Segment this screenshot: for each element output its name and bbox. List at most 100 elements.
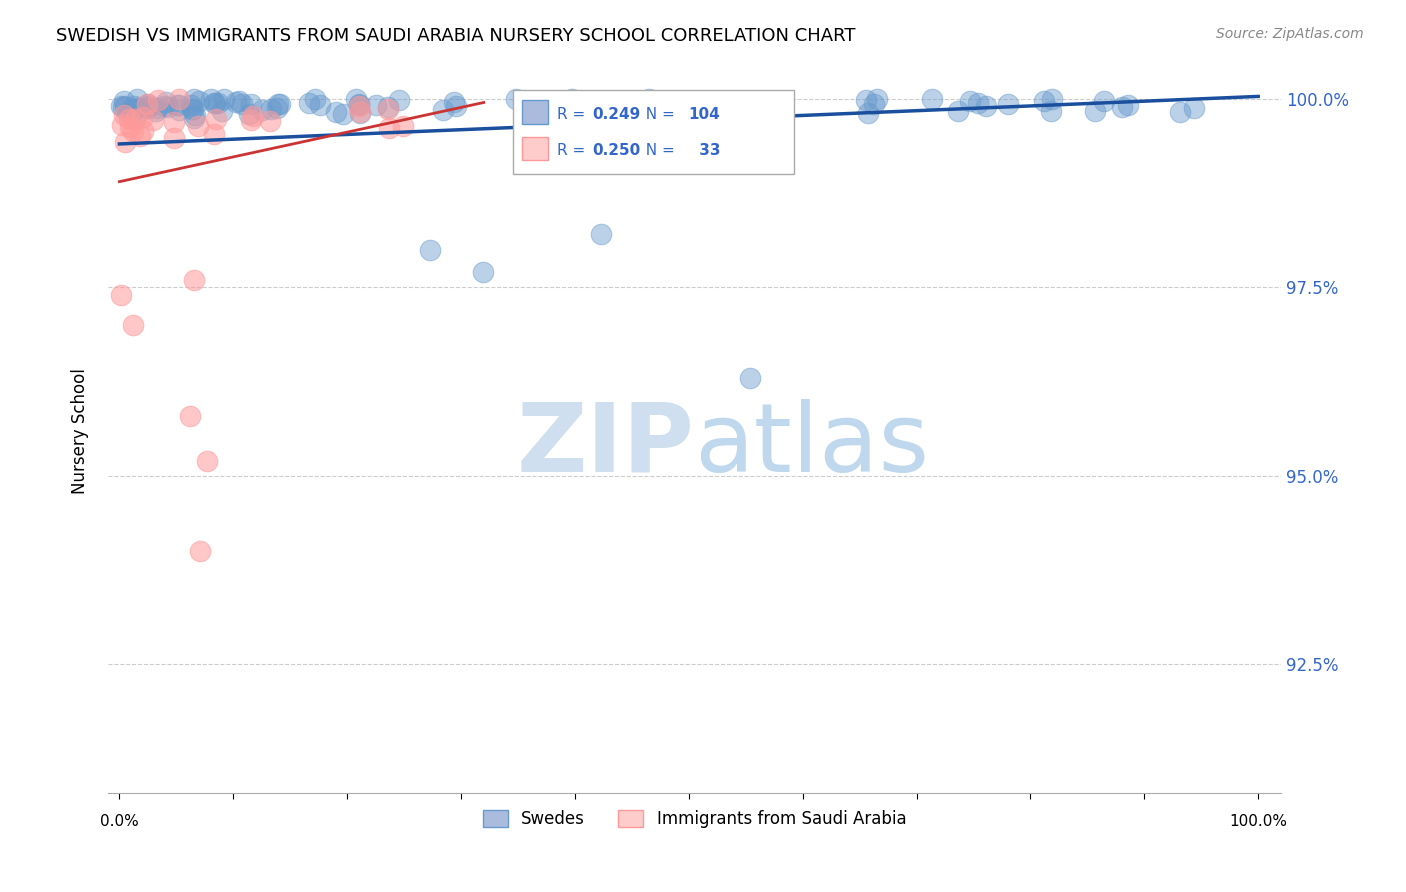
Point (179, 409, 201, 423)
Point (142, 113, 165, 128)
Point (110, 288, 132, 302)
Point (866, 92, 889, 106)
Point (527, 97, 550, 112)
Point (583, 98, 606, 112)
Point (202, 128, 225, 142)
Point (624, 96, 647, 111)
Point (214, 92, 236, 106)
Point (188, 95, 211, 109)
Point (364, 98, 387, 112)
Point (432, 103, 454, 117)
Point (267, 97, 290, 112)
Point (298, 95, 321, 110)
Point (124, 112, 146, 126)
Text: ZIP: ZIP (516, 399, 695, 491)
Point (332, 106, 354, 120)
Point (692, 101, 714, 115)
Point (162, 115, 184, 129)
Point (349, 97, 371, 112)
Bar (522, 101, 548, 124)
Point (138, 99, 160, 113)
Point (114, 99, 136, 113)
Point (714, 104, 737, 119)
Text: 100.0%: 100.0% (1229, 814, 1286, 829)
Point (269, 97, 291, 112)
Point (112, 100, 135, 114)
Point (745, 104, 768, 119)
Point (309, 97, 332, 112)
Point (562, 99, 585, 113)
Point (349, 106, 371, 120)
Point (1168, 105, 1191, 120)
Point (183, 273, 205, 287)
Point (946, 103, 969, 118)
Point (166, 98, 188, 112)
Point (921, 92, 943, 106)
Point (129, 128, 152, 143)
Point (259, 114, 281, 128)
Point (647, 105, 669, 120)
Point (195, 454, 218, 468)
Point (976, 99, 998, 113)
Point (124, 102, 146, 116)
Point (118, 112, 141, 127)
Point (671, 97, 693, 112)
Point (1084, 104, 1107, 119)
Point (111, 118, 134, 132)
Point (136, 97, 159, 112)
Point (347, 99, 370, 113)
Point (124, 108, 146, 122)
Point (211, 103, 233, 118)
Point (576, 107, 599, 121)
Point (740, 371, 762, 385)
Point (377, 121, 399, 136)
Legend: Swedes, Immigrants from Saudi Arabia: Swedes, Immigrants from Saudi Arabia (477, 804, 912, 835)
Point (131, 110, 153, 124)
Point (112, 108, 135, 122)
Point (181, 103, 204, 117)
Point (377, 103, 399, 117)
Point (153, 99, 176, 113)
Point (121, 318, 143, 332)
Point (204, 96, 226, 111)
Point (127, 92, 149, 106)
Point (346, 92, 368, 106)
Point (180, 97, 202, 112)
Point (135, 96, 157, 111)
Point (238, 106, 260, 120)
Text: Source: ZipAtlas.com: Source: ZipAtlas.com (1216, 27, 1364, 41)
Point (167, 97, 190, 112)
Bar (513, 90, 794, 174)
Point (124, 99, 146, 113)
Point (856, 105, 879, 120)
Point (188, 544, 211, 558)
Point (127, 101, 149, 115)
Point (120, 102, 142, 116)
Point (260, 103, 283, 117)
Point (505, 92, 527, 106)
Point (163, 131, 186, 145)
Point (662, 109, 685, 123)
Point (239, 112, 262, 127)
Text: 33: 33 (695, 143, 721, 158)
Point (183, 92, 205, 106)
Point (231, 96, 253, 111)
Point (250, 103, 273, 118)
Point (419, 243, 441, 257)
Point (145, 104, 167, 119)
Point (561, 92, 583, 106)
Point (538, 103, 561, 118)
Text: R =: R = (557, 107, 591, 121)
Text: 0.249: 0.249 (592, 107, 641, 121)
Point (155, 95, 177, 109)
Text: atlas: atlas (695, 399, 929, 491)
Point (863, 96, 886, 111)
Point (1182, 101, 1205, 115)
Point (471, 265, 494, 279)
Point (392, 120, 415, 134)
Point (183, 111, 205, 125)
Point (110, 98, 132, 112)
Point (959, 95, 981, 109)
Point (1111, 100, 1133, 114)
Point (446, 98, 468, 112)
